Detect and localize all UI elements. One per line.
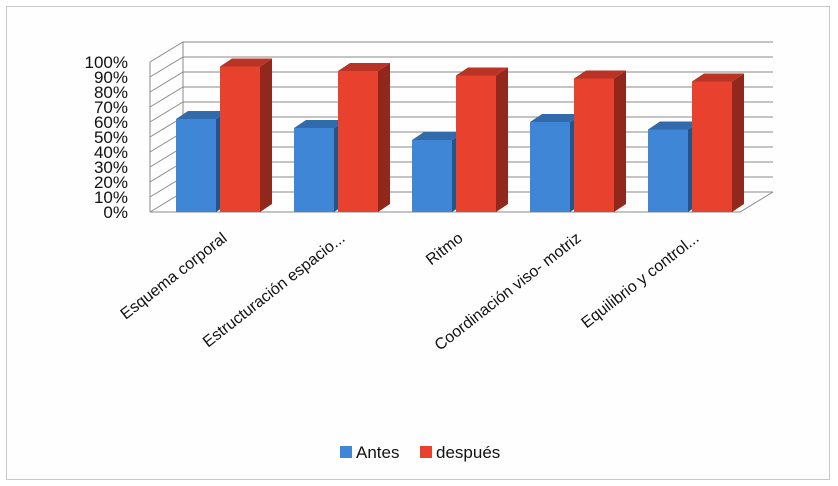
legend-label: Antes	[356, 443, 399, 462]
y-tick-label: 20%	[94, 173, 128, 192]
bars	[176, 58, 744, 212]
bar-antes-4	[648, 121, 700, 212]
y-tick-label: 10%	[94, 188, 128, 207]
legend-swatch	[340, 446, 352, 458]
category-label: Ritmo	[423, 230, 466, 269]
y-tick-label: 100%	[85, 53, 128, 72]
bar-después-3	[574, 70, 626, 212]
bar-después-1	[338, 63, 390, 212]
y-tick-label: 90%	[94, 68, 128, 87]
bar-después-4	[692, 73, 744, 212]
y-tick-label: 80%	[94, 83, 128, 102]
y-tick-label: 0%	[103, 203, 128, 222]
y-tick-label: 50%	[94, 128, 128, 147]
legend-label: después	[436, 443, 500, 462]
legend: Antes después	[340, 443, 500, 462]
y-axis-ticks: 0%10%20%30%40%50%60%70%80%90%100%	[85, 53, 128, 222]
bar-después-2	[456, 67, 508, 212]
category-label: Esquema corporal	[118, 230, 231, 323]
category-label: Equilibrio y control...	[578, 230, 702, 332]
bar-después-0	[220, 58, 272, 212]
y-tick-label: 70%	[94, 98, 128, 117]
y-tick-label: 30%	[94, 158, 128, 177]
y-tick-label: 40%	[94, 143, 128, 162]
y-tick-label: 60%	[94, 113, 128, 132]
legend-swatch	[420, 446, 432, 458]
